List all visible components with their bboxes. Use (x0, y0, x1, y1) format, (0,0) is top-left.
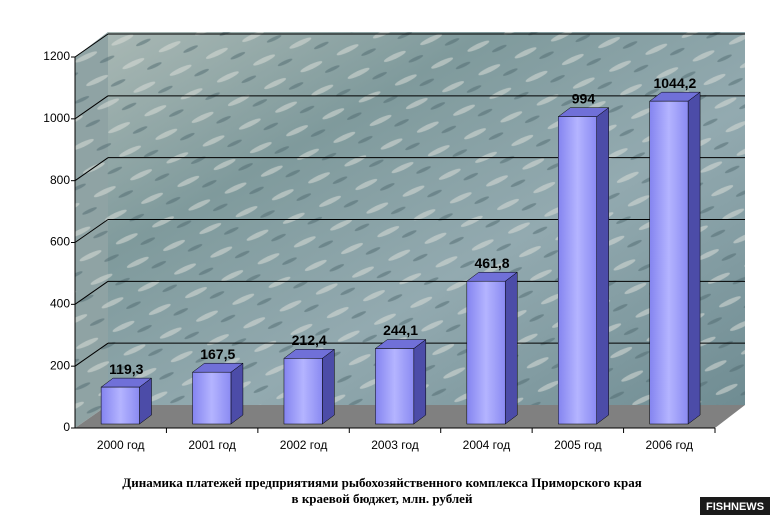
x-tick-label: 2006 год (646, 438, 694, 452)
bar-side (322, 348, 335, 425)
bar-side (596, 107, 609, 425)
value-label: 167,5 (200, 346, 235, 362)
value-label: 461,8 (475, 255, 510, 271)
value-label: 1044,2 (653, 75, 696, 91)
bar (649, 100, 689, 425)
grid (74, 33, 745, 367)
bars: 119,3 167,5 212,4 244,1 461,8 994 1044,2 (100, 75, 701, 425)
y-tick-label: 600 (50, 235, 70, 249)
value-label: 994 (572, 90, 596, 106)
side-wall-texture (75, 32, 108, 428)
logo-box (700, 497, 770, 515)
bar-side (230, 362, 244, 425)
bar-side (413, 339, 427, 425)
x-tick-label: 2000 год (97, 438, 145, 452)
logo: FISHNEWS (706, 501, 764, 513)
y-tick-label: 0 (63, 420, 70, 434)
y-tick-label: 1000 (43, 111, 70, 125)
bar (192, 371, 232, 425)
bar (466, 280, 506, 425)
y-tick-label: 200 (50, 358, 70, 372)
grid-line (74, 219, 109, 243)
grid-line (74, 342, 109, 367)
y-tick-label: 800 (50, 173, 70, 187)
bar (558, 116, 597, 425)
bar-side (687, 91, 701, 425)
chart-title: Динамика платежей предприятиями рыбохозя… (122, 475, 641, 490)
value-label: 212,4 (292, 332, 327, 348)
value-label: 244,1 (383, 322, 418, 338)
chart-title: в краевой бюджет, млн. рублей (292, 491, 473, 506)
bar (100, 386, 140, 425)
y-tick-label: 400 (50, 297, 70, 311)
bar-side (504, 271, 518, 425)
grid-line (74, 157, 109, 182)
y-tick-label: 1200 (43, 49, 70, 63)
grid-line (74, 280, 109, 305)
grid-line (74, 33, 109, 58)
x-tick-label: 2001 год (188, 438, 236, 452)
value-label: 119,3 (109, 361, 143, 377)
x-tick-label: 2002 год (280, 438, 328, 452)
bar (375, 348, 415, 425)
x-tick-label: 2004 год (463, 438, 511, 452)
grid-line (74, 95, 109, 120)
x-tick-label: 2005 год (554, 438, 602, 452)
x-tick-label: 2003 год (371, 438, 419, 452)
bar (283, 358, 323, 425)
